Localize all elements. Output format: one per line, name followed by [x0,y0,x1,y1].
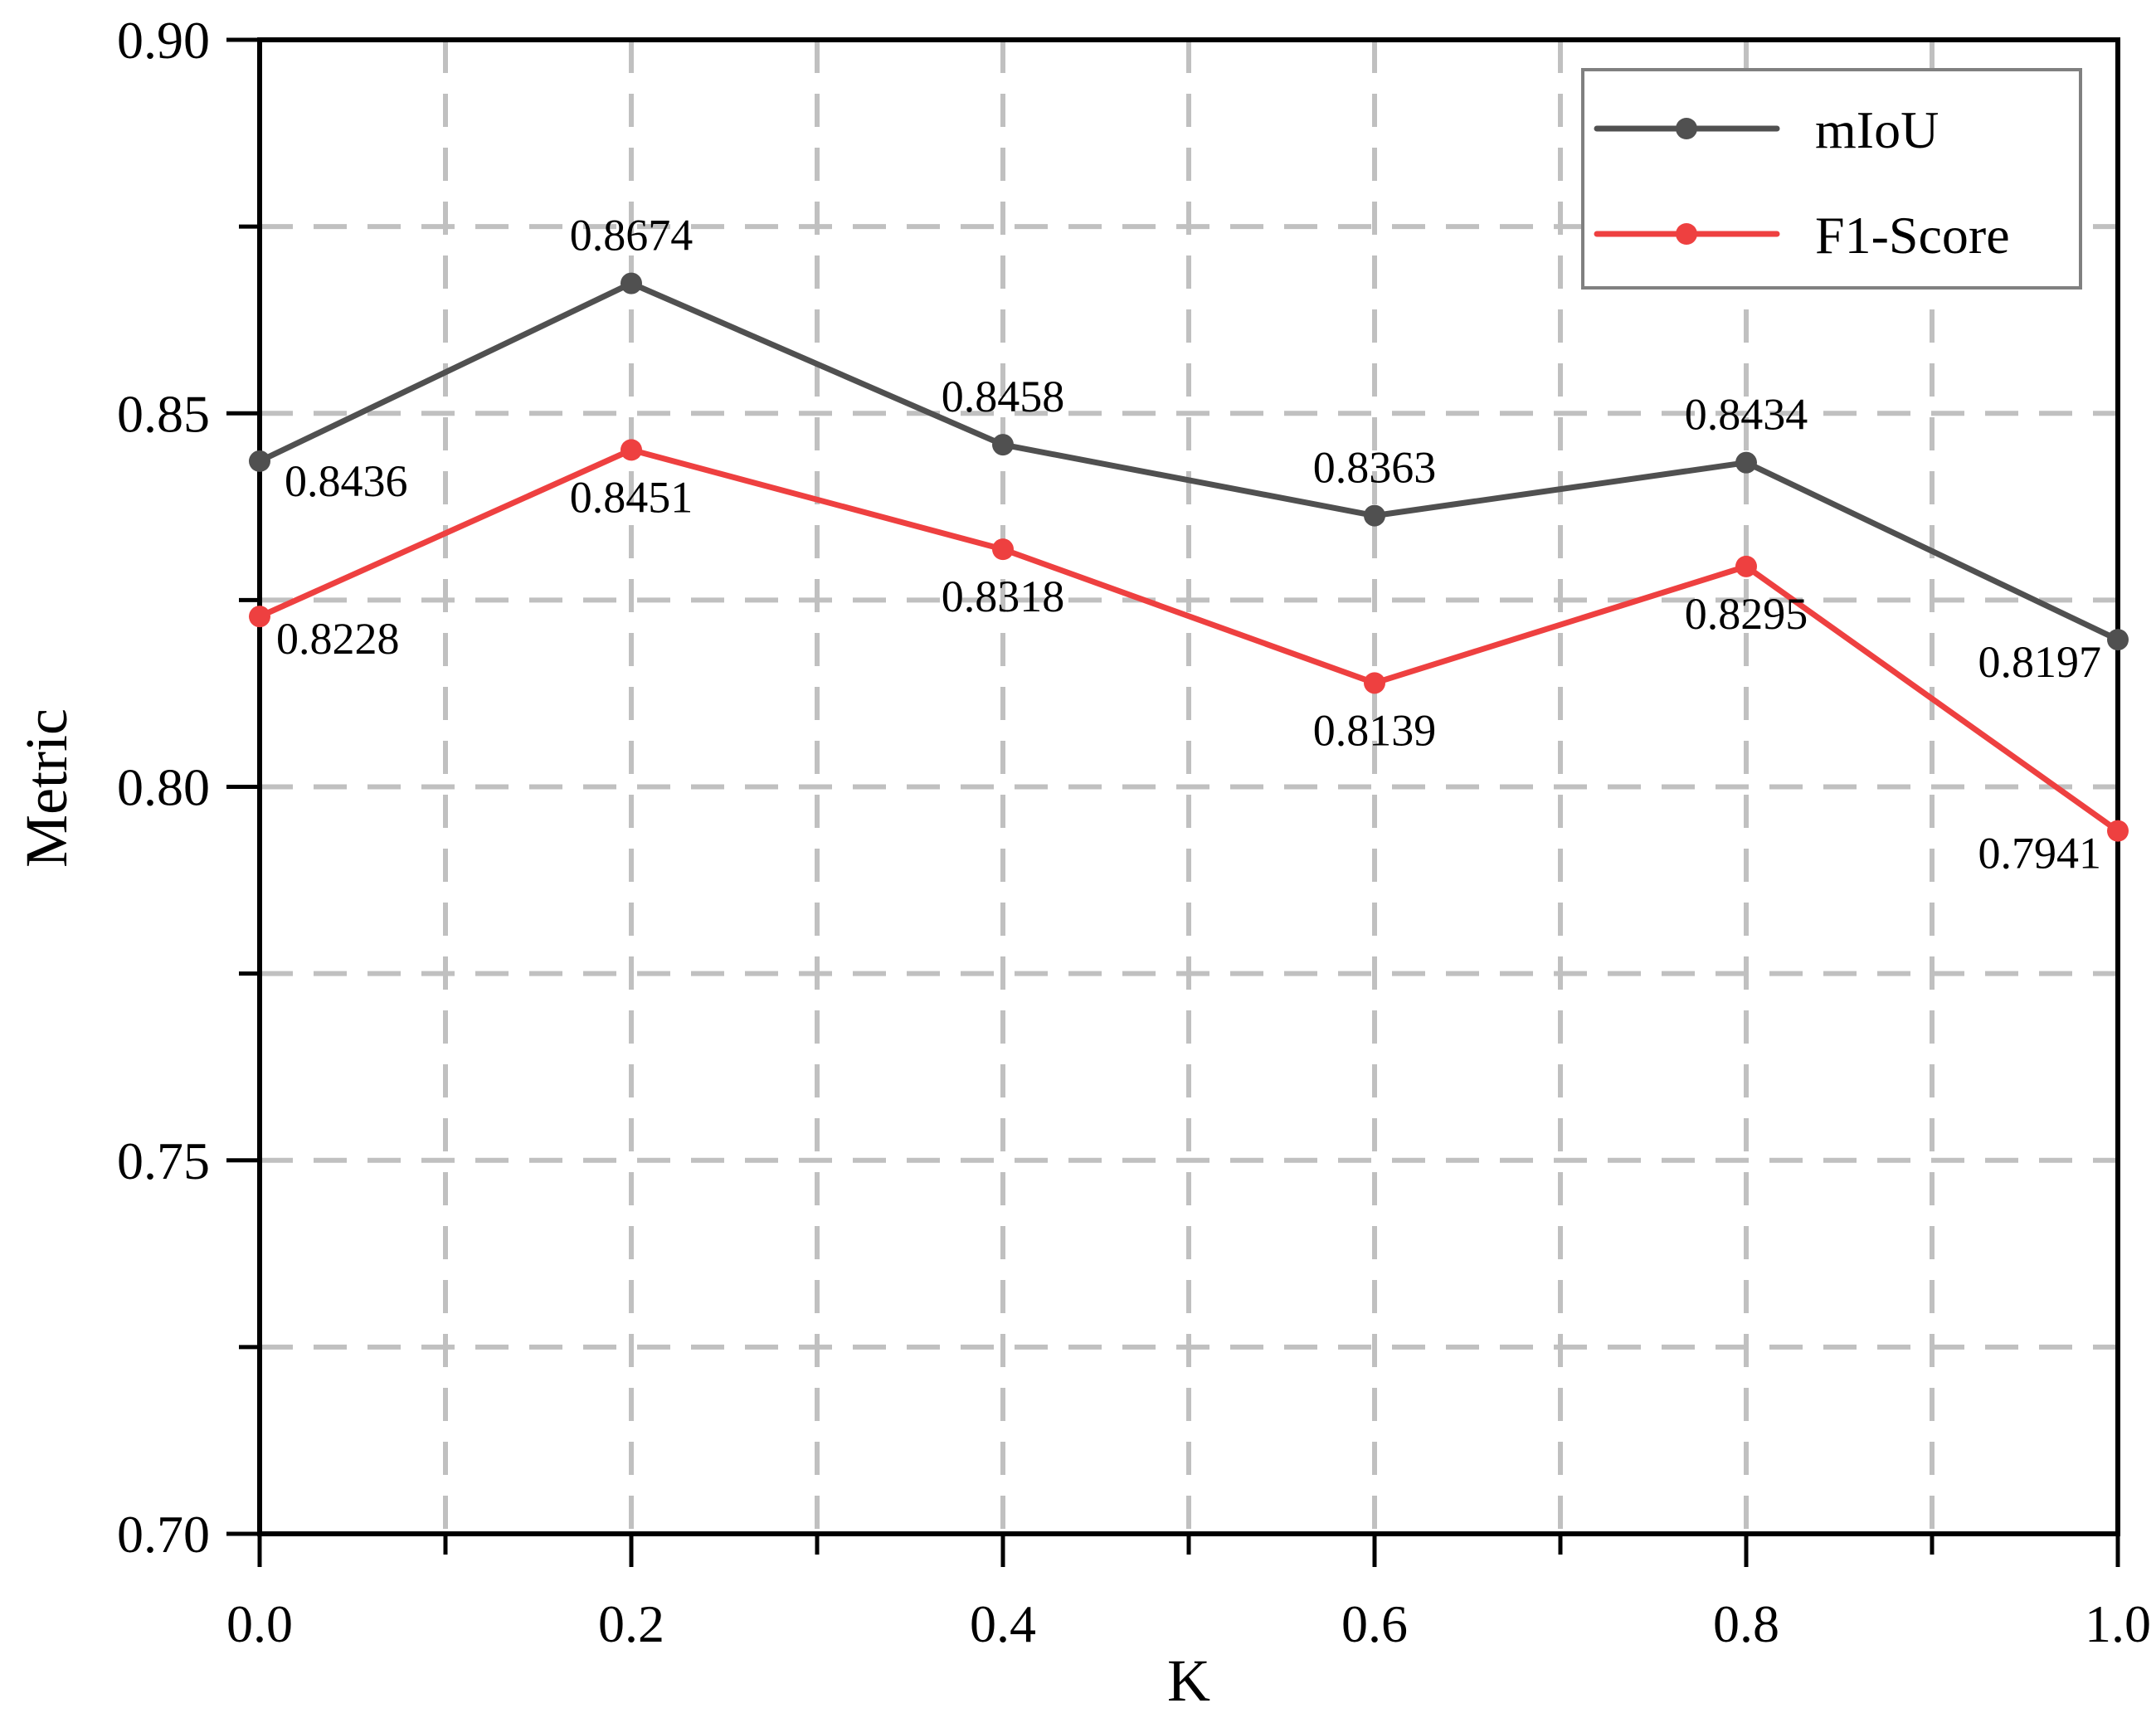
y-tick-label: 0.90 [117,11,210,70]
legend-label-f1-score: F1-Score [1815,206,2010,265]
legend-marker-f1 [1676,223,1697,245]
x-tick-label: 0.8 [1713,1594,1779,1653]
data-point-marker [992,434,1014,456]
data-point-marker [249,450,270,472]
data-label: 0.8451 [570,472,694,522]
data-series: 0.84360.86740.84580.83630.84340.81970.82… [249,211,2129,878]
x-axis-title: K [1167,1647,1210,1713]
data-label: 0.8295 [1685,589,1808,639]
y-tick-label: 0.80 [117,758,210,817]
x-tick-label: 0.4 [970,1594,1036,1653]
data-point-marker [2107,820,2129,842]
data-point-marker [249,606,270,628]
data-label: 0.8674 [570,211,694,260]
series-line [258,446,2120,834]
y-axis-title: Metric [13,708,80,868]
data-label: 0.8197 [1978,637,2102,687]
series-f1-score: 0.8228 0.8451 0.8318 0.8139 0.8295 0.7941 [249,439,2129,878]
data-point-marker [2107,629,2129,651]
legend-box [1581,68,2082,290]
y-axis-ticks: 0.70 0.75 0.80 0.85 0.90 [117,11,260,1564]
data-point-marker [1364,672,1385,694]
series-line [258,280,2119,643]
data-label: 0.8363 [1313,443,1437,493]
data-label: 0.8139 [1313,705,1437,755]
x-axis-ticks: 0.0 0.2 0.4 0.6 0.8 1.0 [226,1534,2151,1653]
data-label: 0.8228 [276,614,400,664]
y-tick-label: 0.75 [117,1131,210,1190]
x-tick-label: 0.2 [598,1594,664,1653]
data-label: 0.8318 [942,572,1065,621]
data-point-marker [992,538,1014,561]
legend-marker-miou [1676,118,1697,139]
data-label: 0.8458 [942,372,1065,421]
y-tick-label: 0.70 [117,1505,210,1564]
y-tick-label: 0.85 [117,384,210,443]
x-tick-label: 0.6 [1341,1594,1408,1653]
data-point-marker [1735,555,1757,577]
data-point-marker [1364,504,1385,527]
x-tick-label: 1.0 [2085,1594,2151,1653]
data-label: 0.8434 [1685,390,1808,440]
legend-label-miou: mIoU [1815,100,1939,159]
data-label: 0.7941 [1978,829,2102,878]
data-label: 0.8436 [285,456,408,506]
data-point-marker [621,272,642,294]
x-tick-label: 0.0 [226,1594,293,1653]
legend: mIoU F1-Score [1581,68,2082,290]
grid-lines [260,40,2118,1534]
data-point-marker [1735,451,1757,474]
data-point-marker [621,439,642,461]
series-miou: 0.8436 0.8674 0.8458 0.8363 0.8434 0.8197 [249,211,2129,687]
